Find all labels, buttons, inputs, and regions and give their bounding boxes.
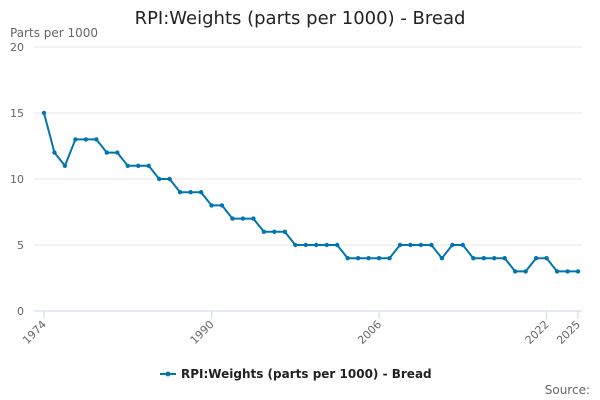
data-point[interactable] <box>502 256 507 261</box>
data-point[interactable] <box>62 163 68 168</box>
data-point[interactable] <box>293 242 298 248</box>
data-point[interactable] <box>146 163 151 168</box>
data-point[interactable] <box>52 150 57 155</box>
chart-title: RPI:Weights (parts per 1000) - Bread <box>135 8 466 29</box>
data-point[interactable] <box>115 150 120 155</box>
data-point[interactable] <box>554 269 560 274</box>
data-point[interactable] <box>324 242 329 248</box>
x-tick-label: 2022 <box>523 318 552 347</box>
data-point[interactable] <box>408 242 413 248</box>
data-point[interactable] <box>492 256 497 261</box>
data-point[interactable] <box>429 242 434 248</box>
y-tick-label: 5 <box>17 239 24 252</box>
data-point[interactable] <box>125 163 130 168</box>
data-point[interactable] <box>198 190 204 195</box>
data-point[interactable] <box>251 216 256 221</box>
data-point[interactable] <box>481 256 486 261</box>
y-tick-label: 15 <box>10 107 24 120</box>
series-line <box>43 112 579 273</box>
data-point[interactable] <box>565 269 570 274</box>
data-point[interactable] <box>261 229 267 234</box>
x-tick-label: 2006 <box>355 318 384 347</box>
data-point[interactable] <box>345 256 350 261</box>
series-layer <box>41 110 581 274</box>
data-point[interactable] <box>188 190 193 195</box>
data-point[interactable] <box>334 242 340 248</box>
data-point[interactable] <box>523 269 528 274</box>
data-point[interactable] <box>73 137 78 142</box>
axes: 0 5 10 15 20 1974 1990 2006 2022 2025 <box>10 41 583 347</box>
data-point[interactable] <box>512 269 518 274</box>
data-point[interactable] <box>282 229 288 234</box>
legend-label[interactable]: RPI:Weights (parts per 1000) - Bread <box>181 367 432 381</box>
legend-point-marker <box>165 371 171 377</box>
legend[interactable]: RPI:Weights (parts per 1000) - Bread <box>160 367 432 381</box>
data-point[interactable] <box>272 229 277 234</box>
x-tick-label: 1990 <box>188 318 217 347</box>
gridlines <box>34 46 582 246</box>
data-point[interactable] <box>83 137 89 142</box>
y-axis-unit-label: Parts per 1000 <box>10 26 98 40</box>
data-point[interactable] <box>167 176 172 182</box>
data-point[interactable] <box>544 256 549 261</box>
data-point[interactable] <box>439 256 445 261</box>
data-point[interactable] <box>387 256 392 261</box>
data-point[interactable] <box>471 256 476 261</box>
source-label: Source: <box>545 383 590 397</box>
x-tick-label: 2025 <box>554 318 583 347</box>
data-point[interactable] <box>240 216 246 221</box>
data-point[interactable] <box>104 150 110 155</box>
data-point[interactable] <box>575 269 581 274</box>
data-point[interactable] <box>450 242 455 248</box>
data-point[interactable] <box>41 110 47 116</box>
data-point[interactable] <box>156 176 162 182</box>
y-tick-label: 0 <box>17 305 24 318</box>
data-point[interactable] <box>460 242 466 248</box>
data-point[interactable] <box>177 190 183 195</box>
y-tick-label: 20 <box>10 41 24 54</box>
data-point[interactable] <box>397 242 403 248</box>
data-point[interactable] <box>136 163 141 168</box>
data-point[interactable] <box>230 216 235 221</box>
data-point[interactable] <box>94 137 99 142</box>
x-tick-label: 1974 <box>20 318 49 347</box>
data-point[interactable] <box>533 256 539 261</box>
data-point[interactable] <box>303 242 308 248</box>
data-point[interactable] <box>209 203 214 208</box>
data-point[interactable] <box>314 242 319 248</box>
data-point[interactable] <box>418 242 424 248</box>
data-point[interactable] <box>376 256 382 261</box>
data-point[interactable] <box>219 203 225 208</box>
data-point[interactable] <box>366 256 371 261</box>
y-tick-label: 10 <box>10 173 24 186</box>
data-point[interactable] <box>355 256 361 261</box>
